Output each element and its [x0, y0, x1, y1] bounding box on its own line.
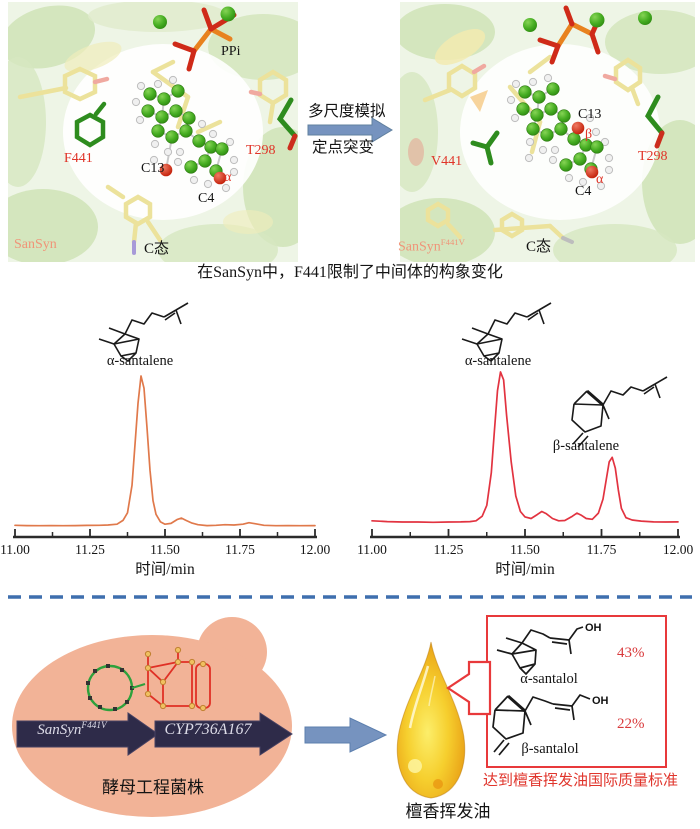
gene-arrow-sansyn-f441v [16, 712, 159, 756]
peak-label-beta-santalene: β-santalene [552, 438, 620, 454]
alpha-label-left: α [224, 170, 232, 185]
santalol-structures: OH OH [492, 622, 609, 756]
svg-text:12.00: 12.00 [663, 542, 694, 557]
sansyn-active-site-panel [8, 2, 298, 262]
oxygen-c13 [571, 121, 585, 135]
beta-santalol-structure [492, 694, 591, 756]
peak-label-alpha-santalene-left: α-santalene [106, 353, 174, 369]
chromatogram-sansyn: 11.00 11.25 11.50 11.75 12.00 时间/min [0, 302, 331, 578]
c4-label-left: C4 [198, 191, 215, 206]
v441-label: V441 [431, 154, 463, 169]
oh-label-alpha: OH [585, 622, 602, 634]
c-state-label-left: C态 [144, 241, 170, 257]
svg-text:时间/min: 时间/min [495, 560, 555, 578]
oxygen-c13 [159, 163, 173, 177]
svg-text:12.00: 12.00 [300, 542, 331, 557]
enzyme-label-sansyn: SanSyn [14, 237, 57, 252]
svg-text:11.25: 11.25 [434, 542, 464, 557]
oxygen-c4 [585, 165, 599, 179]
mg-ion-sphere [589, 12, 605, 28]
svg-text:11.75: 11.75 [225, 542, 255, 557]
pathway-nodes [144, 646, 207, 712]
residue-v441-sticks [470, 130, 500, 166]
panel-caption: 在SanSyn中，F441限制了中间体的构象变化 [197, 264, 503, 281]
svg-text:11.00: 11.00 [357, 542, 387, 557]
alpha-santalene-structure [461, 302, 552, 362]
svg-text:11.50: 11.50 [510, 542, 540, 557]
c13-label-right: C13 [578, 107, 602, 122]
c-state-label-right: C态 [526, 239, 552, 255]
residue-t298-sticks [645, 94, 665, 136]
production-arrow [304, 717, 388, 753]
yeast-cell-diagram [12, 617, 293, 817]
dashed-separator [8, 595, 692, 599]
pocket-residues-yellow [422, 54, 643, 241]
sansyn-f441v-active-site-panel [400, 2, 695, 262]
t298-label-right: T298 [638, 149, 668, 164]
mg-ion-sphere [220, 6, 236, 22]
f441-label: F441 [64, 151, 93, 166]
arrow-caption-top: 多尺度模拟 [308, 103, 386, 120]
droplet-label: 檀香挥发油 [405, 802, 491, 821]
sandalwood-oil-droplet [396, 641, 466, 799]
oh-label-beta: OH [592, 695, 609, 707]
c13-label-left: C13 [141, 161, 165, 176]
svg-text:11.75: 11.75 [587, 542, 617, 557]
gene1-label: SanSynF441V [37, 721, 107, 738]
peak-label-alpha-santalene-right: α-santalene [464, 353, 532, 369]
substrate-intermediate [506, 73, 614, 191]
mg-ion-sphere [153, 15, 167, 29]
svg-text:11.25: 11.25 [75, 542, 105, 557]
quality-standard-note: 达到檀香挥发油国际质量标准 [483, 773, 679, 789]
c4-label-right: C4 [575, 184, 592, 199]
mg-ion-sphere [523, 18, 537, 32]
svg-text:时间/min: 时间/min [135, 560, 195, 578]
beta-santalol-label: β-santalol [521, 741, 579, 757]
oxygen-c4 [213, 171, 227, 185]
alpha-label-right: α [596, 172, 604, 187]
beta-santalol-percent: 22% [617, 716, 645, 732]
alpha-santalol-structure [496, 626, 584, 675]
arrow-caption-bottom: 定点突变 [312, 139, 375, 156]
alpha-santalene-structure [98, 302, 189, 362]
gene2-label: CYP736A167 [164, 721, 252, 738]
beta-label-right: β [585, 127, 593, 142]
mg-ion-sphere [638, 11, 652, 25]
alpha-santalol-percent: 43% [617, 645, 645, 661]
svg-text:11.50: 11.50 [150, 542, 180, 557]
plasmid-icon [86, 664, 146, 712]
beta-santalene-structure [571, 376, 668, 448]
mutation-arrow [307, 117, 393, 143]
residue-f441-sticks [74, 101, 107, 148]
chromatogram-sansyn-f441v: 11.00 11.25 11.50 11.75 12.00 时间/min [357, 302, 694, 578]
ppi-label: PPi [221, 44, 241, 59]
substrate-intermediate [131, 75, 239, 193]
gene-arrow-cyp736a167 [154, 712, 293, 756]
yeast-cell-body [12, 635, 292, 817]
box-connector-arrow [446, 660, 492, 716]
enzyme-label-sansyn-f441v: SanSynF441V [398, 237, 465, 255]
residue-t298-sticks [276, 97, 298, 139]
svg-text:11.00: 11.00 [0, 542, 30, 557]
yeast-strain-label: 酵母工程菌株 [102, 778, 204, 797]
alpha-santalol-label: α-santalol [520, 671, 578, 687]
t298-label-left: T298 [246, 143, 276, 158]
